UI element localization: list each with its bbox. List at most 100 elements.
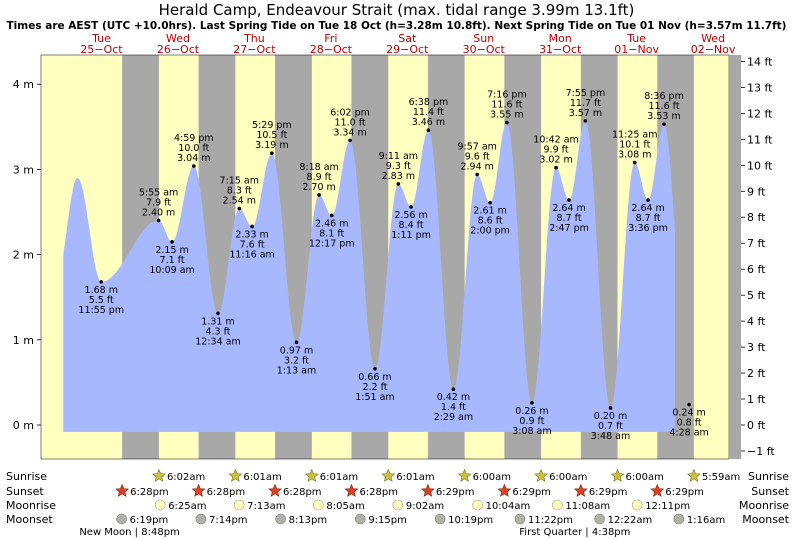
high-height-m: 3.46 m [412, 117, 445, 128]
low-height-ft: 5.5 ft [89, 295, 114, 306]
extreme-point [329, 213, 334, 218]
high-time: 7:55 pm [566, 88, 606, 99]
low-time: 2:00 pm [470, 226, 510, 237]
high-height-m: 3.34 m [333, 127, 366, 138]
low-height-m: 2.61 m [473, 206, 506, 217]
low-time: 3:08 am [512, 426, 551, 437]
extreme-point [170, 240, 174, 244]
high-height-ft: 10.0 ft [178, 143, 209, 154]
high-time: 4:59 pm [174, 133, 214, 144]
y-tick-label-ft: 1 ft [747, 393, 766, 406]
sunset-icon [421, 483, 435, 497]
low-height-m: 0.42 m [437, 392, 470, 403]
extreme-point [237, 206, 242, 211]
day-name: Tue [91, 32, 111, 45]
high-height-m: 3.57 m [569, 108, 602, 119]
plot-area [40, 54, 730, 460]
low-height-m: 0.20 m [594, 411, 627, 422]
sunset-icon [268, 483, 282, 497]
sunset-icon [344, 483, 359, 497]
low-height-m: 2.15 m [155, 245, 188, 256]
moonrise-icon [472, 499, 483, 511]
chart-subtitle: Times are AEST (UTC +10.0hrs). Last Spri… [7, 20, 787, 32]
low-time: 12:34 am [195, 336, 240, 347]
sunrise-time: 6:00am [626, 472, 664, 483]
low-height-m: 0.26 m [515, 406, 548, 417]
y-tick-label-ft: 7 ft [747, 237, 766, 250]
y-tick-label-ft: 13 ft [747, 81, 773, 94]
moonrise-time: 8:05am [326, 501, 364, 512]
row-label-left-moonset: Moonset [6, 513, 53, 526]
moonrise-icon [154, 499, 166, 511]
sunset-time: 6:29pm [436, 487, 475, 498]
low-height-m: 1.31 m [201, 316, 234, 327]
high-height-ft: 9.9 ft [544, 145, 569, 156]
high-height-m: 2.70 m [302, 182, 335, 193]
extreme-point [396, 182, 401, 186]
extreme-point [632, 160, 637, 165]
sunrise-icon [534, 468, 549, 482]
y-tick-label-ft: 0 ft [747, 419, 766, 432]
right-axis-strip [729, 55, 741, 459]
low-time: 11:55 pm [78, 305, 124, 316]
moonrise-time: 11:08am [565, 501, 610, 512]
extreme-point [348, 138, 352, 143]
moon-phase: First Quarter | 4:38pm [519, 527, 630, 538]
low-height-ft: 8.1 ft [319, 228, 344, 239]
high-time: 6:02 pm [330, 107, 370, 118]
y-tick-label-m: 0 m [13, 419, 34, 432]
low-time: 1:13 am [277, 365, 316, 376]
high-height-m: 2.94 m [460, 162, 493, 173]
day-date: 02−Nov [691, 43, 736, 56]
low-height-ft: 0.7 ft [598, 421, 623, 432]
high-height-ft: 8.9 ft [307, 172, 332, 183]
day-name: Mon [549, 32, 572, 45]
moonset-icon [514, 513, 526, 525]
y-tick-label-ft: 9 ft [747, 185, 766, 198]
day-name: Fri [324, 32, 337, 45]
low-time: 12:17 pm [309, 238, 355, 249]
high-height-m: 2.83 m [382, 171, 415, 182]
day-name: Wed [701, 32, 725, 45]
y-tick-label-m: 2 m [13, 249, 34, 262]
y-tick-label-ft: 2 ft [747, 367, 766, 380]
sunset-time: 6:29pm [665, 487, 704, 498]
y-tick-label-ft: 14 ft [747, 55, 773, 68]
high-height-ft: 11.7 ft [570, 98, 601, 109]
low-height-m: 2.46 m [315, 218, 348, 229]
extreme-point [646, 198, 650, 202]
day-name: Wed [166, 32, 190, 45]
extreme-point [99, 280, 104, 284]
moonset-icon [434, 513, 446, 525]
high-time: 7:16 pm [487, 90, 527, 101]
low-height-m: 0.66 m [358, 372, 391, 383]
sunrise-icon [304, 468, 319, 482]
y-tick-label-ft: 10 ft [747, 159, 773, 172]
day-name: Thu [243, 32, 265, 45]
sunset-time: 6:29pm [512, 487, 551, 498]
sunrise-icon [610, 468, 625, 482]
sunrise-time: 5:59am [702, 472, 740, 483]
y-tick-label-ft: 12 ft [747, 107, 773, 120]
high-height-ft: 7.9 ft [146, 198, 171, 209]
sunset-icon [191, 483, 206, 497]
sunset-time: 6:28pm [207, 487, 246, 498]
row-label-right-sunrise: Sunrise [748, 470, 789, 483]
high-time: 8:36 pm [644, 91, 684, 102]
axes: 0 m 1 m 2 m 3 m 4 m −1 ft 0 ft 1 ft 2 ft 3 ft 4 ft… [13, 55, 775, 459]
moonset-time: 6:19pm [130, 515, 169, 526]
extreme-point [662, 122, 666, 127]
moonrise-time: 9:02am [406, 501, 444, 512]
extreme-point [554, 165, 558, 170]
moonset-time: 1:16am [687, 515, 725, 526]
high-height-m: 3.04 m [177, 153, 210, 164]
y-tick-label-m: 1 m [13, 334, 34, 347]
high-time: 5:55 am [139, 188, 178, 199]
day-date: 27−Oct [233, 43, 276, 56]
y-tick-label-ft: 8 ft [747, 211, 766, 224]
extreme-point [250, 224, 254, 229]
sunrise-time: 6:01am [243, 472, 281, 483]
high-height-ft: 11.0 ft [335, 117, 366, 128]
moonset-icon [275, 513, 286, 525]
